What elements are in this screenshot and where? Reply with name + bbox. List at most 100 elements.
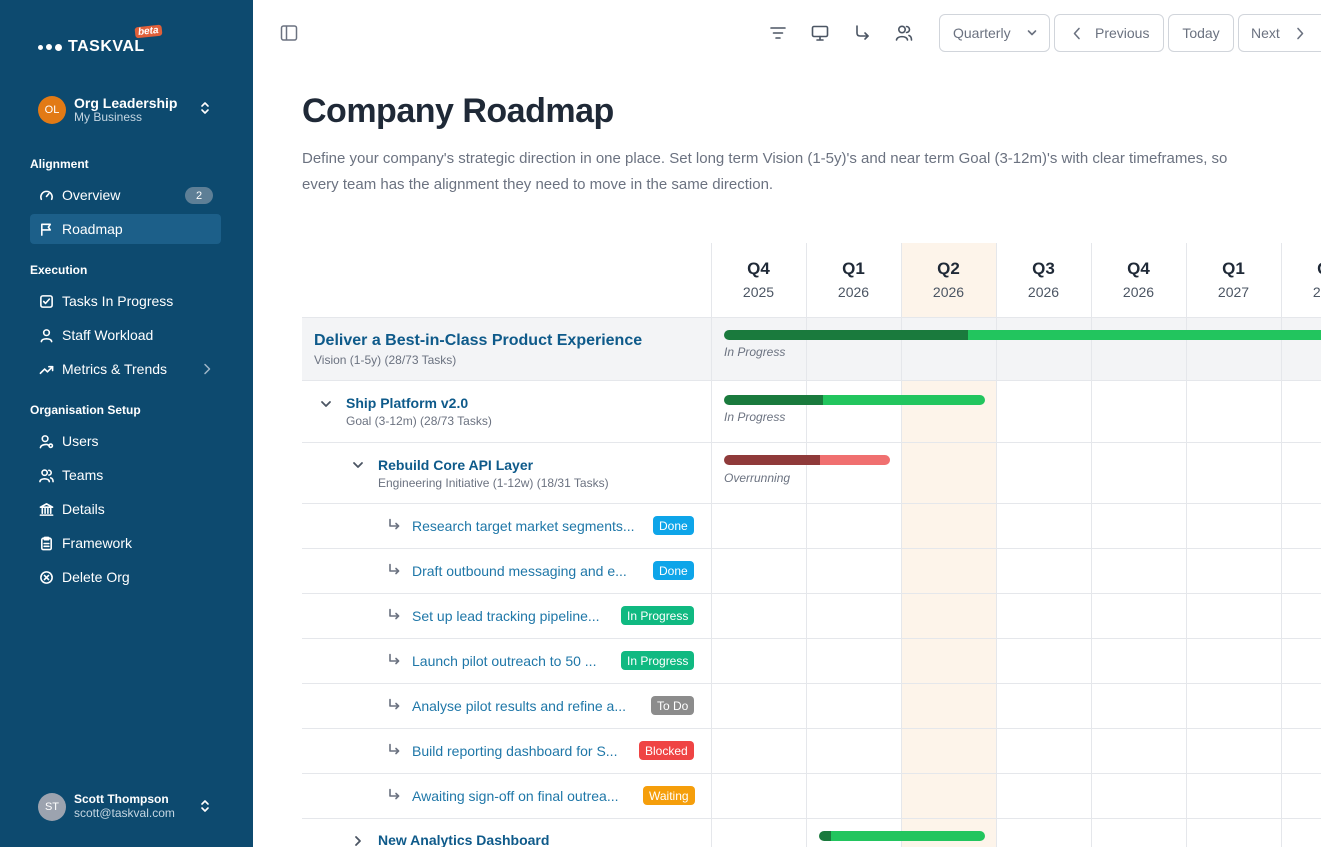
sidebar-item-label: Roadmap bbox=[62, 221, 123, 237]
status-badge: Done bbox=[653, 561, 694, 580]
org-avatar: OL bbox=[38, 96, 66, 124]
subtask-arrow-icon bbox=[387, 518, 401, 532]
subtask-arrow-icon bbox=[387, 698, 401, 712]
quarter-label: Q2 bbox=[937, 259, 960, 278]
initiative-title[interactable]: Rebuild Core API Layer bbox=[378, 457, 534, 473]
sidebar-item-users[interactable]: Users bbox=[30, 426, 221, 456]
filter-icon[interactable] bbox=[767, 22, 789, 44]
monitor-icon[interactable] bbox=[809, 22, 831, 44]
row-divider bbox=[302, 442, 1321, 443]
column-divider bbox=[711, 243, 712, 847]
column-divider bbox=[1281, 243, 1282, 847]
vision-title[interactable]: Deliver a Best-in-Class Product Experien… bbox=[314, 332, 643, 349]
sidebar-item-roadmap[interactable]: Roadmap bbox=[30, 214, 221, 244]
status-badge: Waiting bbox=[643, 786, 695, 805]
vision-progress-bar[interactable] bbox=[724, 330, 1321, 340]
goal-subtitle: Goal (3-12m) (28/73 Tasks) bbox=[346, 414, 492, 428]
quarter-year: 2026 bbox=[1027, 284, 1060, 300]
page-title: Company Roadmap bbox=[302, 92, 614, 130]
subtask-arrow-icon bbox=[387, 788, 401, 802]
row-divider bbox=[302, 548, 1321, 549]
task-title[interactable]: Awaiting sign-off on final outrea... bbox=[412, 788, 619, 804]
org-name: Org Leadership bbox=[74, 95, 178, 112]
quarter-header: Q4 2026 bbox=[1091, 259, 1186, 300]
row-divider bbox=[302, 728, 1321, 729]
quarter-label: Q4 bbox=[1127, 259, 1150, 278]
goal-title[interactable]: Ship Platform v2.0 bbox=[346, 395, 469, 411]
status-badge: Done bbox=[653, 516, 694, 535]
column-divider bbox=[1091, 243, 1092, 847]
sidebar: TASKVAL beta OL Org Leadership My Busine… bbox=[0, 0, 253, 847]
row-divider bbox=[302, 593, 1321, 594]
initiative-progress-bar[interactable] bbox=[724, 455, 890, 465]
quarter-header: Q2 2026 bbox=[901, 259, 996, 300]
sidebar-item-teams[interactable]: Teams bbox=[30, 460, 221, 490]
chevron-right-icon bbox=[204, 363, 211, 375]
user-menu[interactable]: ST Scott Thompson scott@taskval.com bbox=[38, 792, 218, 822]
sidebar-toggle-icon[interactable] bbox=[280, 24, 298, 42]
vision-row[interactable] bbox=[302, 317, 1321, 381]
next-button[interactable]: Next bbox=[1238, 14, 1321, 52]
quarter-year: 2026 bbox=[932, 284, 965, 300]
previous-button[interactable]: Previous bbox=[1054, 14, 1164, 52]
expand-chevron-icon[interactable] bbox=[352, 834, 364, 846]
initiative-progress-remaining bbox=[820, 455, 890, 465]
gauge-icon bbox=[38, 187, 54, 203]
sidebar-item-tasks-in-progress[interactable]: Tasks In Progress bbox=[30, 286, 221, 316]
goal-progress-done bbox=[724, 395, 824, 405]
quarter-label: Q2 bbox=[1281, 259, 1321, 279]
subtask-arrow-icon bbox=[387, 743, 401, 757]
beta-badge: beta bbox=[134, 24, 163, 39]
task-title[interactable]: Launch pilot outreach to 50 ... bbox=[412, 653, 597, 669]
sidebar-item-delete-org[interactable]: Delete Org bbox=[30, 562, 221, 592]
collapse-chevron-icon[interactable] bbox=[352, 458, 364, 470]
initiative-title[interactable]: New Analytics Dashboard bbox=[378, 832, 550, 847]
quarter-label: Q1 bbox=[842, 259, 865, 278]
goal-status-label: In Progress bbox=[724, 410, 786, 424]
task-title[interactable]: Set up lead tracking pipeline... bbox=[412, 608, 600, 624]
subtask-arrow-icon bbox=[387, 608, 401, 622]
initiative-progress-bar[interactable] bbox=[819, 831, 985, 841]
quarter-header: Q1 2026 bbox=[806, 259, 901, 300]
trending-icon bbox=[38, 361, 54, 377]
view-mode-select[interactable]: Quarterly bbox=[939, 14, 1050, 52]
quarter-year: 2025 bbox=[742, 284, 775, 300]
sidebar-item-label: Teams bbox=[62, 467, 104, 483]
goal-progress-bar[interactable] bbox=[724, 395, 985, 405]
next-label: Next bbox=[1251, 25, 1280, 41]
vision-progress-done bbox=[724, 330, 968, 340]
task-title[interactable]: Analyse pilot results and refine a... bbox=[412, 698, 627, 714]
task-title[interactable]: Build reporting dashboard for S... bbox=[412, 743, 618, 759]
clipboard-icon bbox=[38, 535, 54, 551]
sidebar-item-overview[interactable]: Overview 2 bbox=[30, 180, 221, 210]
app-logo[interactable]: TASKVAL beta bbox=[38, 24, 163, 56]
goal-progress-remaining bbox=[823, 395, 985, 405]
subtask-arrow-icon[interactable] bbox=[851, 22, 873, 44]
task-title[interactable]: Draft outbound messaging and e... bbox=[412, 563, 627, 579]
sidebar-item-framework[interactable]: Framework bbox=[30, 528, 221, 558]
quarter-label: Q3 bbox=[1032, 259, 1055, 278]
sidebar-item-staff-workload[interactable]: Staff Workload bbox=[30, 320, 221, 350]
org-switcher[interactable]: OL Org Leadership My Business bbox=[38, 94, 218, 126]
today-button[interactable]: Today bbox=[1168, 14, 1234, 52]
chevron-updown-icon bbox=[201, 102, 209, 114]
initiative-progress-done bbox=[724, 455, 821, 465]
view-mode-value: Quarterly bbox=[953, 25, 1011, 41]
quarter-year: 2026 bbox=[837, 284, 870, 300]
sidebar-item-label: Framework bbox=[62, 535, 133, 551]
quarter-label: Q1 bbox=[1222, 259, 1245, 278]
sidebar-item-label: Overview bbox=[62, 187, 121, 203]
users-icon[interactable] bbox=[893, 22, 915, 44]
task-title[interactable]: Research target market segments... bbox=[412, 518, 635, 534]
collapse-chevron-icon[interactable] bbox=[320, 397, 332, 409]
page-description: Define your company's strategic directio… bbox=[302, 150, 1228, 193]
initiative-status-label: Overrunning bbox=[724, 471, 791, 485]
org-subtitle: My Business bbox=[74, 110, 143, 125]
sidebar-item-label: Users bbox=[62, 433, 99, 449]
quarter-year: 2026 bbox=[1122, 284, 1155, 300]
sidebar-item-details[interactable]: Details bbox=[30, 494, 221, 524]
section-title-organisation-setup: Organisation Setup bbox=[30, 403, 141, 417]
sidebar-item-metrics-trends[interactable]: Metrics & Trends bbox=[30, 354, 221, 384]
quarter-header: Q1 2027 bbox=[1186, 259, 1281, 300]
column-divider bbox=[996, 243, 997, 847]
